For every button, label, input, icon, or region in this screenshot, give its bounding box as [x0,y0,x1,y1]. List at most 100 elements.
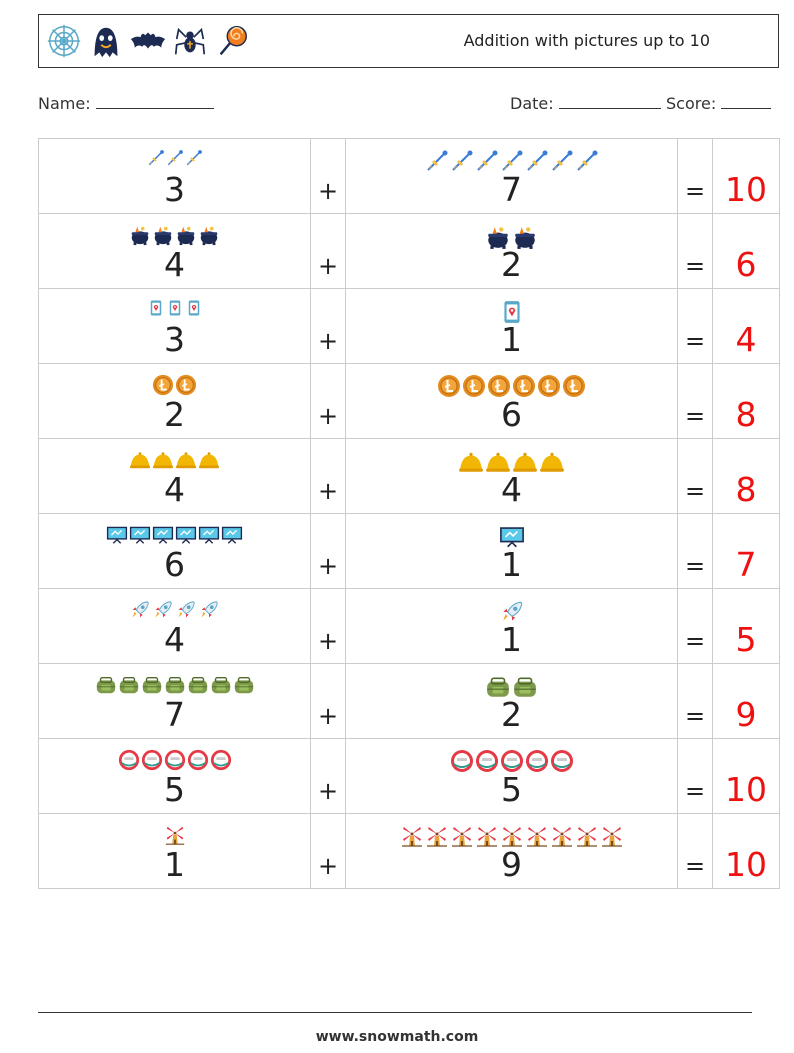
litecoin-icon [152,374,174,396]
cauldron-icon [198,224,220,246]
addend-a: 5 [164,770,185,809]
backpack-icon [233,674,255,696]
answer: 6 [735,245,757,284]
answer: 10 [725,845,767,884]
answer: 5 [735,620,757,659]
problem-row: 7 +2 = 9 [38,663,780,739]
equals-cell: = [677,513,713,589]
backpack-icon [485,674,511,700]
plus-cell: + [310,213,346,289]
cauldron-icon [175,224,197,246]
plus-cell: + [310,513,346,589]
footer-url: www.snowmath.com [315,1029,479,1045]
spider-web-icon [47,24,81,58]
problem-row: 5 +5 = 10 [38,738,780,814]
addend-a-cell: 4 [38,438,311,514]
answer: 8 [735,395,757,434]
equals-cell: = [677,438,713,514]
problem-row: 6 +1 = 7 [38,513,780,589]
name-blank [95,95,214,109]
litecoin-icon [537,374,561,398]
date-field: Date: [510,94,661,113]
problem-row: 3 +7 = 10 [38,138,780,214]
lollipop-icon [219,26,247,56]
windmill-icon [500,824,524,848]
equals-sign: = [684,177,706,205]
speed-limit-sign-icon [475,749,499,773]
picture-group [346,824,677,848]
picture-group [346,524,677,550]
answer-cell: 10 [712,813,780,889]
rocket-icon [499,599,525,625]
picture-group [346,674,677,700]
windmill-icon [425,824,449,848]
addend-b-cell: 2 [345,213,678,289]
answer-cell: 5 [712,588,780,664]
bell-icon [198,449,220,471]
phone-location-icon [147,299,165,317]
backpack-icon [141,674,163,696]
darts-icon [185,149,203,167]
darts-icon [450,149,474,173]
speed-limit-sign-icon [141,749,163,771]
problem-row: 4 +4 = 8 [38,438,780,514]
addend-a: 4 [164,470,185,509]
picture-group [39,374,310,396]
addend-b-cell: 1 [345,288,678,364]
plus-sign: + [317,852,339,880]
plus-sign: + [317,702,339,730]
addend-b-cell: 2 [345,663,678,739]
addend-b-cell: 6 [345,363,678,439]
answer: 9 [735,695,757,734]
monitor-icon [152,524,174,546]
darts-icon [147,149,165,167]
bell-icon [485,449,511,475]
equals-sign: = [684,402,706,430]
cauldron-icon [129,224,151,246]
monitor-icon [198,524,220,546]
plus-cell: + [310,288,346,364]
score-label: Score: [666,94,717,113]
addend-a: 2 [164,395,185,434]
picture-group [39,224,310,246]
plus-cell: + [310,663,346,739]
litecoin-icon [562,374,586,398]
bell-icon [539,449,565,475]
plus-cell: + [310,738,346,814]
plus-sign: + [317,252,339,280]
addend-b: 2 [501,245,522,284]
darts-icon [166,149,184,167]
equals-cell: = [677,288,713,364]
equals-cell: = [677,663,713,739]
plus-cell: + [310,138,346,214]
problem-row: 2 +6 = 8 [38,363,780,439]
addend-a: 4 [164,620,185,659]
speed-limit-sign-icon [550,749,574,773]
score-field: Score: [666,94,772,113]
plus-sign: + [317,402,339,430]
problem-row: 1 +9 = 10 [38,813,780,889]
rocket-icon [198,599,220,621]
equals-cell: = [677,588,713,664]
bell-icon [458,449,484,475]
bat-icon [130,32,166,49]
phone-location-icon [499,299,525,325]
windmill-icon [475,824,499,848]
backpack-icon [512,674,538,700]
problem-row: 4 +2 = 6 [38,213,780,289]
plus-cell: + [310,588,346,664]
picture-group [346,599,677,625]
problems-table: 3 +7 = 10 4 +2 = 6 3 +1 = 4 2 +6 = 8 4 +4 = 8 6 +1 = 7 4 +1 = 5 7 +2 =… [38,138,780,889]
plus-sign: + [317,177,339,205]
addend-b: 1 [501,620,522,659]
picture-group [346,449,677,475]
addend-b: 2 [501,695,522,734]
addend-a-cell: 4 [38,213,311,289]
darts-icon [525,149,549,173]
picture-group [39,449,310,471]
score-blank [721,95,772,109]
worksheet-title: Addition with pictures up to 10 [463,31,710,50]
equals-cell: = [677,138,713,214]
rocket-icon [129,599,151,621]
picture-group [39,524,310,546]
